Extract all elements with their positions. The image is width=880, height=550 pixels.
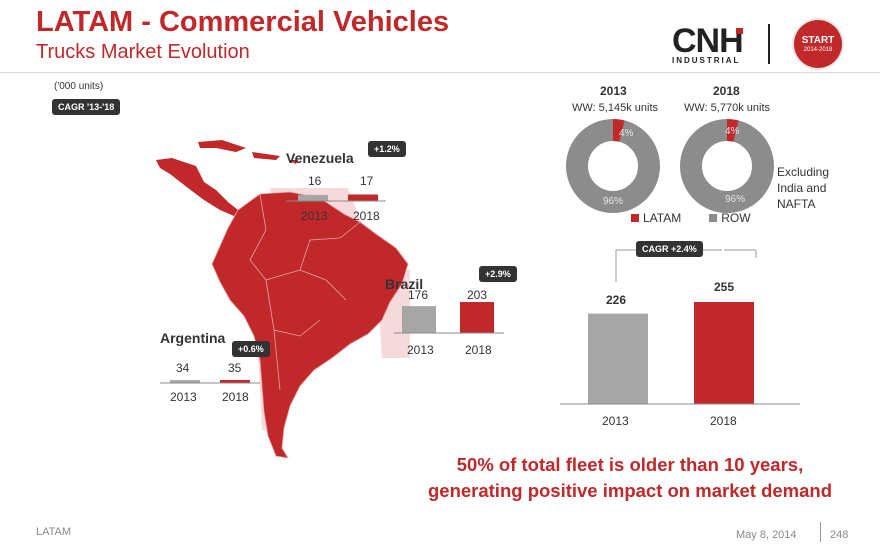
argentina-label: Argentina [160,330,226,346]
brazil-growth-badge: +2.9% [479,266,517,282]
start-badge-years: 2014-2018 [803,47,833,53]
donut-2013-year: 2013 [600,84,627,98]
footer-section: LATAM [36,526,72,538]
central-america [156,158,238,216]
argentina-growth-badge: +0.6% [232,341,270,357]
donut-2013: 4% 96% [566,119,660,213]
caribbean-islands [198,140,298,164]
donut-2013-latam-slice [566,119,660,213]
header-divider [0,72,880,73]
brazil-bar-2018 [460,302,494,333]
argentina-value-2013: 34 [176,361,190,375]
latam-bar-chart [560,249,800,405]
donut-2018-latam-slice [680,119,774,213]
key-message-line2: generating positive impact on market dem… [427,480,832,501]
latam-bar-2018 [694,302,754,404]
argentina-bar-chart [160,380,260,384]
start-badge-title: START [801,35,835,46]
latam-cagr-badge: CAGR +2.4% [636,241,703,257]
brazil-year-2018: 2018 [465,343,492,357]
donut-2018: 4% 96% [680,119,774,213]
venezuela-bar-2013 [298,194,328,201]
brazil-year-2013: 2013 [407,343,434,357]
logo-subtext: INDUSTRIAL [672,56,741,65]
footer-separator [820,522,821,542]
cagr-period-badge: CAGR '13-'18 [52,99,121,115]
legend-swatch-row [709,214,718,222]
argentina-bar-2018 [220,380,250,383]
donut-note: Excluding India and NAFTA [777,165,830,211]
south-america-landmass [211,191,409,459]
legend-label-latam: LATAM [643,211,682,225]
brazil-value-2018: 203 [467,288,488,302]
donut-2013-ww: WW: 5,145k units [572,102,658,114]
page-subtitle: Trucks Market Evolution [36,41,250,63]
brazil-bar-2013 [402,306,436,333]
venezuela-value-2013: 16 [308,174,322,188]
argentina-year-2018: 2018 [222,390,249,404]
brazil-bar-chart [394,302,504,334]
south-america-map [156,140,410,459]
venezuela-value-2018: 17 [360,174,374,188]
legend-swatch-latam [631,214,639,222]
venezuela-year-2018: 2018 [353,209,380,223]
logo-separator [768,24,770,64]
logo-accent [736,28,743,34]
venezuela-bar-2018 [348,194,378,201]
donut-2013-row-pct: 96% [603,196,623,207]
donut-2013-latam-pct: 4% [619,128,634,139]
donut-2018-latam-pct: 4% [725,126,740,137]
latam-value-2013: 226 [606,293,627,307]
venezuela-growth-badge: +1.2% [368,141,406,157]
latam-bar-2013 [588,313,648,404]
legend-label-row: ROW [721,211,751,225]
latam-year-2018: 2018 [710,414,737,428]
key-message: 50% of total fleet is older than 10 year… [400,452,860,504]
donut-2018-ww: WW: 5,770k units [684,102,770,114]
argentina-bar-2013 [170,380,200,383]
donut-2018-row-pct: 96% [725,194,745,205]
key-message-line1: 50% of total fleet is older than 10 year… [456,454,804,475]
logo-mark: CNH [672,22,744,60]
venezuela-bar-chart [286,194,386,202]
latam-year-2013: 2013 [602,414,629,428]
footer-date: May 8, 2014 [736,529,797,541]
page-title: LATAM - Commercial Vehicles [36,6,450,38]
legend: LATAM ROW [631,211,751,225]
argentina-value-2018: 35 [228,361,242,375]
donut-2018-year: 2018 [713,84,740,98]
brazil-value-2013: 176 [408,288,429,302]
footer-page-number: 248 [830,529,849,541]
cnh-industrial-logo: CNH INDUSTRIAL [672,22,744,65]
argentina-year-2013: 2013 [170,390,197,404]
brazil-label: Brazil [385,276,424,292]
units-note: ('000 units) [54,81,104,92]
venezuela-label: Venezuela [286,150,354,166]
venezuela-year-2013: 2013 [301,209,328,223]
country-borders [249,193,361,391]
latam-value-2018: 255 [714,280,735,294]
start-badge: START 2014-2018 [794,20,842,68]
